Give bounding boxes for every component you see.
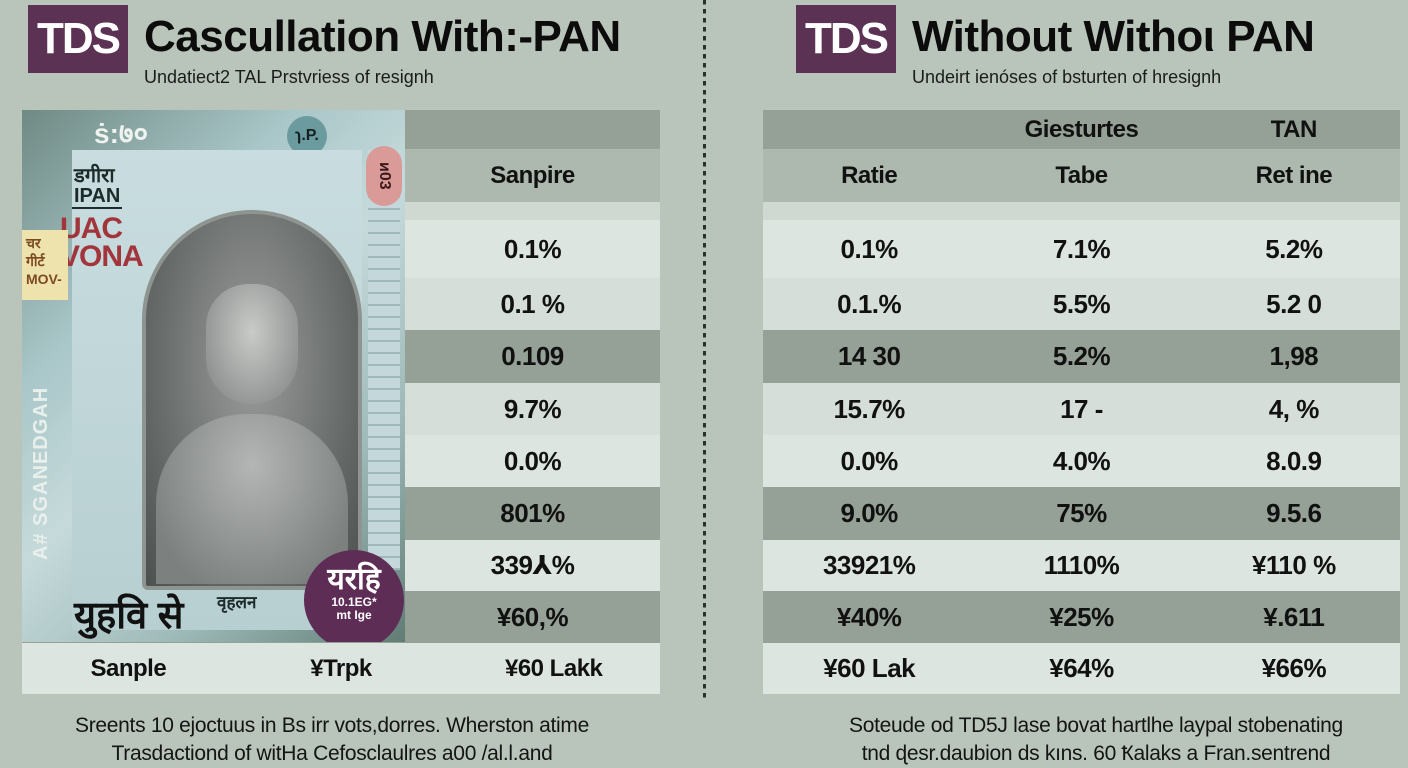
group-header-tan: TAN bbox=[1270, 115, 1318, 143]
table-cell: 0.109 bbox=[501, 341, 564, 371]
table-row: 33921% 1110% ¥110 % bbox=[763, 540, 1400, 591]
footer-cell-value: ¥Trpk bbox=[310, 654, 372, 682]
note-side-text: A# SGANEDGAH bbox=[30, 386, 52, 560]
note-red-label: UAC VONA bbox=[60, 212, 144, 273]
table-cell: 0.1 % bbox=[500, 288, 566, 319]
note-emblem-icon: ɿ.P. bbox=[287, 116, 327, 156]
table-row: 0.1% 7.1% 5.2% bbox=[763, 220, 1400, 278]
table-cell: 0.1% bbox=[503, 233, 562, 264]
right-table-spacer bbox=[763, 202, 1400, 220]
left-title: Cascullation With:-PAN bbox=[144, 12, 621, 61]
note-seal-icon: यरहि 10.1EG* mt Ige bbox=[304, 550, 404, 642]
left-subtitle: Undatiect2 TAL Prstvriess of resignh bbox=[144, 67, 434, 87]
note-bottom-small: वृहलन bbox=[217, 593, 257, 612]
right-title-block: Without Withoι PAN Undeirt ienóses of bs… bbox=[912, 5, 1315, 88]
right-subtitle: Undeirt ienóses of bsturten of hresignh bbox=[912, 67, 1222, 87]
header-tabe: Tabe bbox=[1055, 161, 1108, 189]
right-footer-note: Soteude od TD5J lase bovat hartlhe laypa… bbox=[849, 714, 1343, 765]
dotted-divider bbox=[703, 0, 706, 700]
footer-cell-total: ¥60 Lakk bbox=[504, 654, 603, 682]
table-row: 9.0% 75% 9.5.6 bbox=[763, 487, 1400, 540]
left-header: TDS Cascullation With:-PAN Undatiect2 TA… bbox=[28, 5, 621, 88]
right-table: Giesturtes TAN Ratie Tabe Ret ine 0.1% 7… bbox=[763, 110, 1400, 694]
left-table: Sanpire 0.1% 0.1 % 0.109 9.7% 0.0% 801% bbox=[22, 110, 660, 694]
table-cell: 801% bbox=[500, 498, 565, 528]
header-ret-ine: Ret ine bbox=[1255, 161, 1333, 189]
table-row: 15.7% 17 - 4, % bbox=[763, 383, 1400, 435]
table-cell: 339⅄% bbox=[490, 550, 575, 580]
left-title-block: Cascullation With:-PAN Undatiect2 TAL Pr… bbox=[144, 5, 621, 88]
note-pattern-strip bbox=[368, 150, 400, 570]
table-cell: ¥60,% bbox=[496, 601, 569, 632]
table-row: 0.1.% 5.5% 5.2 0 bbox=[763, 278, 1400, 330]
right-table-group-header: Giesturtes TAN bbox=[763, 110, 1400, 149]
footer-cell-label: Sanple bbox=[90, 654, 167, 682]
table-cell: 9.7% bbox=[503, 393, 562, 424]
tds-badge: TDS bbox=[28, 5, 128, 73]
tds-badge: TDS bbox=[796, 5, 896, 73]
table-row: ¥60 Lak ¥64% ¥66% bbox=[763, 643, 1400, 694]
table-cell: 0.0% bbox=[503, 445, 562, 476]
left-footer-note: Sreents 10 ejoctuus in Bs irr vots,dorre… bbox=[75, 714, 589, 765]
note-bottom-text: युहवि से bbox=[74, 595, 184, 637]
note-pan-label: डगीरा IPAN bbox=[72, 165, 123, 209]
banknote-illustration: ṡ:७० ɿ.P. ᴎ03 डगीरा IPAN UAC VONA चर गीर… bbox=[22, 110, 405, 642]
right-title: Without Withoι PAN bbox=[912, 12, 1315, 61]
header-ratie: Ratie bbox=[841, 161, 898, 189]
table-footer-row: Sanple ¥Trpk ¥60 Lakk bbox=[22, 643, 660, 694]
right-panel-without-pan: TDS Without Withoι PAN Undeirt ienóses o… bbox=[704, 0, 1408, 768]
right-header: TDS Without Withoι PAN Undeirt ienóses o… bbox=[796, 5, 1315, 88]
note-top-number: ṡ:७० bbox=[94, 118, 149, 149]
table-row: 14 30 5.2% 1,98 bbox=[763, 330, 1400, 383]
table-row: ¥40% ¥25% ¥.611 bbox=[763, 591, 1400, 643]
left-header-sanpire: Sanpire bbox=[490, 161, 575, 189]
note-red-pill: ᴎ03 bbox=[366, 146, 402, 206]
left-panel-with-pan: TDS Cascullation With:-PAN Undatiect2 TA… bbox=[22, 5, 660, 765]
portrait-icon bbox=[142, 210, 362, 590]
note-yellow-tag: चर गीर्ट MOV- bbox=[22, 230, 68, 300]
group-header-giesturtes: Giesturtes bbox=[1024, 115, 1139, 143]
right-table-header-row: Ratie Tabe Ret ine bbox=[763, 149, 1400, 202]
table-row: 0.0% 4.0% 8.0.9 bbox=[763, 435, 1400, 487]
